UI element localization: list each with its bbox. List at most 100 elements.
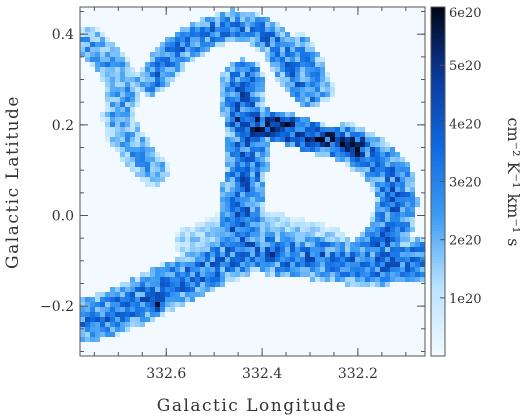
heatmap-cell — [360, 267, 365, 272]
heatmap-cell — [175, 302, 180, 307]
heatmap-cell — [310, 347, 315, 352]
heatmap-cell — [355, 22, 360, 27]
heatmap-cell — [420, 102, 425, 107]
heatmap-cell — [275, 202, 280, 207]
heatmap-cell — [325, 207, 330, 212]
heatmap-cell — [145, 272, 150, 277]
heatmap-cell — [320, 127, 325, 132]
heatmap-cell — [130, 232, 135, 237]
heatmap-cell — [310, 312, 315, 317]
heatmap-cell — [345, 242, 350, 247]
heatmap-cell — [310, 197, 315, 202]
heatmap-cell — [410, 227, 415, 232]
heatmap-cell — [310, 37, 315, 42]
heatmap-cell — [265, 82, 270, 87]
heatmap-cell — [390, 147, 395, 152]
heatmap-cell — [240, 242, 245, 247]
colorbar-segment — [431, 24, 445, 28]
heatmap-cell — [115, 112, 120, 117]
heatmap-cell — [385, 287, 390, 292]
heatmap-cell — [105, 57, 110, 62]
heatmap-cell — [130, 112, 135, 117]
heatmap-cell — [125, 157, 130, 162]
heatmap-cell — [335, 227, 340, 232]
heatmap-cell — [330, 32, 335, 37]
heatmap-cell — [385, 222, 390, 227]
heatmap-cell — [200, 87, 205, 92]
heatmap-cell — [305, 47, 310, 52]
heatmap-cell — [145, 277, 150, 282]
heatmap-cell — [265, 112, 270, 117]
heatmap-cell — [150, 342, 155, 347]
heatmap-cell — [295, 227, 300, 232]
heatmap-cell — [195, 347, 200, 352]
heatmap-cell — [115, 197, 120, 202]
heatmap-cell — [135, 142, 140, 147]
heatmap-cell — [210, 232, 215, 237]
heatmap-cell — [235, 42, 240, 47]
heatmap-cell — [370, 167, 375, 172]
heatmap-cell — [155, 87, 160, 92]
heatmap-cell — [365, 197, 370, 202]
heatmap-cell — [255, 7, 260, 12]
heatmap-cell — [220, 62, 225, 67]
heatmap-cell — [80, 197, 85, 202]
heatmap-cell — [415, 217, 420, 222]
heatmap-cell — [260, 287, 265, 292]
heatmap-cell — [230, 307, 235, 312]
heatmap-cell — [260, 272, 265, 277]
heatmap-cell — [325, 22, 330, 27]
heatmap-cell — [295, 277, 300, 282]
heatmap-cell — [410, 212, 415, 217]
heatmap-cell — [400, 37, 405, 42]
heatmap-cell — [330, 282, 335, 287]
heatmap-cell — [340, 52, 345, 57]
heatmap-cell — [100, 152, 105, 157]
heatmap-cell — [195, 332, 200, 337]
heatmap-cell — [155, 262, 160, 267]
heatmap-cell — [180, 7, 185, 12]
heatmap-cell — [405, 327, 410, 332]
heatmap-cell — [235, 142, 240, 147]
heatmap-cell — [205, 177, 210, 182]
heatmap-cell — [370, 272, 375, 277]
heatmap-cell — [235, 192, 240, 197]
heatmap-cell — [320, 27, 325, 32]
heatmap-cell — [145, 42, 150, 47]
heatmap-cell — [205, 22, 210, 27]
heatmap-cell — [135, 172, 140, 177]
heatmap-cell — [310, 272, 315, 277]
heatmap-cell — [250, 132, 255, 137]
heatmap-cell — [210, 142, 215, 147]
heatmap-cell — [330, 97, 335, 102]
heatmap-cell — [180, 242, 185, 247]
heatmap-cell — [220, 102, 225, 107]
heatmap-cell — [305, 142, 310, 147]
heatmap-cell — [420, 197, 425, 202]
heatmap-cell — [115, 97, 120, 102]
heatmap-cell — [315, 67, 320, 72]
heatmap-cell — [125, 332, 130, 337]
heatmap-cell — [165, 272, 170, 277]
heatmap-cell — [160, 272, 165, 277]
heatmap-cell — [235, 222, 240, 227]
heatmap-cell — [355, 227, 360, 232]
heatmap-cell — [290, 87, 295, 92]
heatmap-cell — [80, 347, 85, 352]
heatmap-cell — [270, 42, 275, 47]
heatmap-cell — [215, 187, 220, 192]
heatmap-cell — [175, 322, 180, 327]
heatmap-cell — [100, 132, 105, 137]
heatmap-cell — [120, 97, 125, 102]
heatmap-cell — [180, 12, 185, 17]
heatmap-cell — [310, 187, 315, 192]
heatmap-cell — [105, 267, 110, 272]
heatmap-cell — [310, 177, 315, 182]
heatmap-cell — [420, 227, 425, 232]
heatmap-cell — [255, 17, 260, 22]
heatmap-cell — [265, 137, 270, 142]
heatmap-cell — [135, 162, 140, 167]
heatmap-cell — [90, 327, 95, 332]
heatmap-cell — [90, 112, 95, 117]
heatmap-cell — [160, 52, 165, 57]
